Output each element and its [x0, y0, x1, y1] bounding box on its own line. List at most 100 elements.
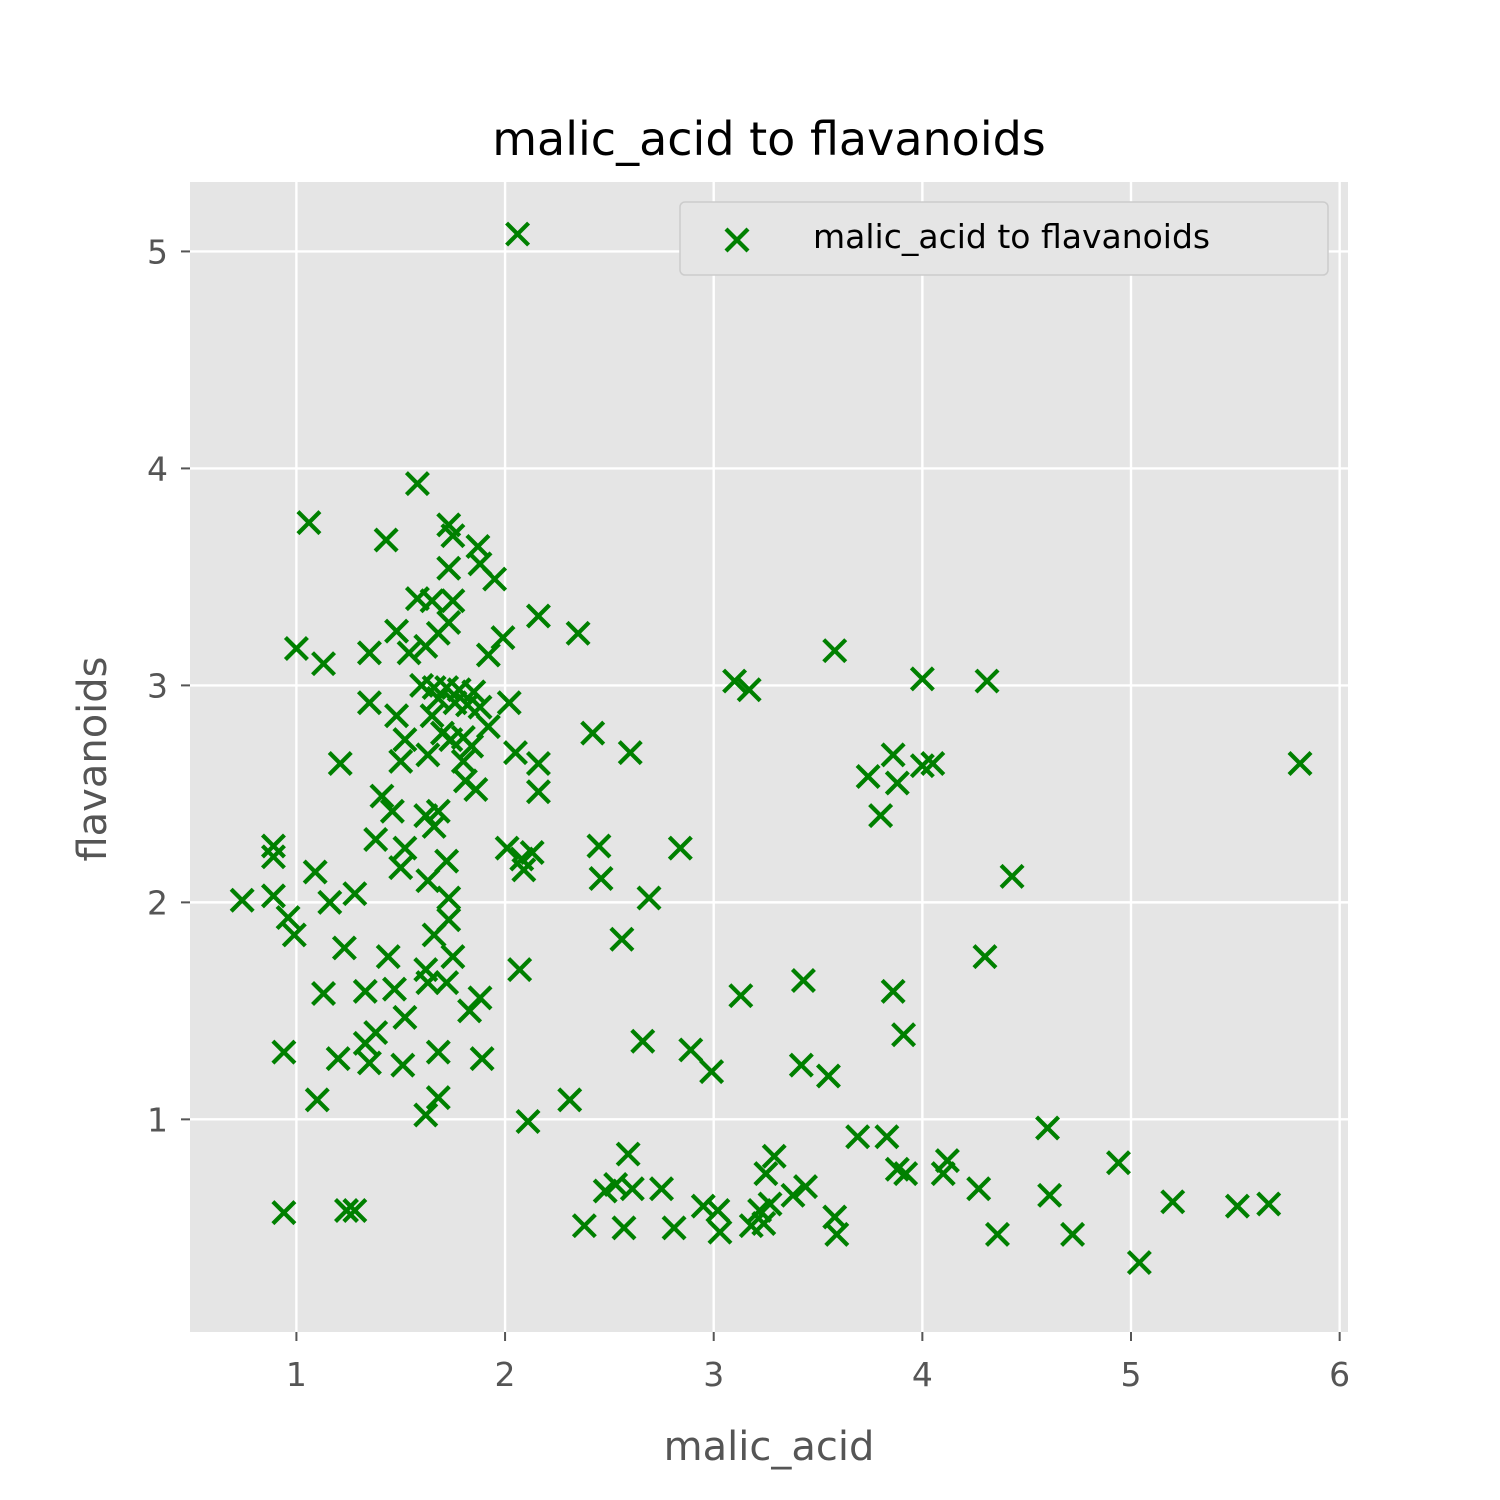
- scatter-point: [984, 1221, 1010, 1247]
- scatter-point: [630, 1028, 656, 1054]
- scatter-point: [690, 1193, 716, 1219]
- scatter-point: [974, 668, 1000, 694]
- scatter-points: [229, 221, 1313, 1276]
- y-tick-label: 1: [147, 1100, 168, 1139]
- scatter-point: [822, 638, 848, 664]
- scatter-point: [736, 677, 762, 703]
- scatter-point: [260, 844, 286, 870]
- scatter-point: [229, 887, 255, 913]
- chart-title: malic_acid to flavanoids: [492, 112, 1046, 166]
- scatter-point: [525, 603, 551, 629]
- scatter-point: [751, 1211, 777, 1236]
- scatter-point: [728, 983, 754, 1009]
- scatter-point: [404, 471, 430, 497]
- scatter-point: [678, 1037, 704, 1063]
- scatter-point: [388, 855, 414, 881]
- scatter-point: [352, 1030, 378, 1056]
- scatter-point: [893, 1161, 919, 1187]
- scatter-point: [311, 651, 337, 677]
- scatter-point: [1037, 1182, 1063, 1208]
- scatter-point: [392, 835, 418, 861]
- scatter-point: [494, 835, 520, 861]
- scatter-point: [425, 1039, 451, 1065]
- scatter-point: [342, 881, 368, 907]
- scatter-point: [757, 1191, 783, 1217]
- scatter-point: [793, 1174, 818, 1200]
- scatter-point: [384, 618, 410, 644]
- x-tick-label: 6: [1329, 1355, 1350, 1394]
- scatter-point: [496, 690, 522, 716]
- scatter-point: [434, 970, 460, 996]
- scatter-point: [352, 978, 378, 1004]
- scatter-point: [356, 640, 382, 666]
- scatter-point: [467, 694, 493, 720]
- scatter-point: [790, 968, 816, 993]
- scatter-point: [311, 981, 337, 1006]
- scatter-point: [461, 679, 487, 705]
- scatter-point: [275, 905, 301, 931]
- scatter-point: [415, 970, 441, 996]
- scatter-point: [436, 555, 462, 581]
- scatter-point: [565, 620, 591, 646]
- scatter-point: [661, 1215, 687, 1241]
- y-tick-label: 2: [147, 883, 168, 922]
- scatter-point: [1035, 1115, 1061, 1141]
- scatter-point: [283, 636, 309, 661]
- scatter-point: [845, 1124, 871, 1150]
- scatter-point: [615, 1141, 641, 1167]
- scatter-point: [436, 885, 462, 911]
- scatter-point: [611, 1215, 637, 1241]
- y-axis-label: flavanoids: [70, 656, 116, 861]
- scatter-point: [356, 690, 382, 716]
- scatter-point: [415, 868, 441, 894]
- scatter-point: [667, 835, 693, 861]
- scatter-point: [375, 944, 401, 970]
- scatter-point: [515, 1109, 541, 1135]
- scatter-point: [327, 751, 353, 776]
- scatter-point: [369, 783, 395, 809]
- scatter-point: [271, 1200, 297, 1226]
- scatter-point: [571, 1213, 597, 1239]
- scatter-point: [1060, 1221, 1086, 1247]
- x-tick-label: 2: [495, 1355, 516, 1394]
- scatter-point: [438, 727, 464, 753]
- scatter-point: [363, 826, 389, 852]
- scatter-point: [920, 751, 946, 776]
- scatter-point: [519, 839, 545, 865]
- scatter-point: [617, 740, 643, 766]
- scatter-point: [649, 1176, 675, 1202]
- scatter-point: [381, 976, 407, 1002]
- scatter-point: [525, 751, 551, 776]
- x-axis-label: malic_acid: [664, 1424, 875, 1470]
- scatter-point: [619, 1176, 645, 1202]
- scatter-point: [457, 998, 483, 1024]
- scatter-point: [421, 813, 447, 839]
- scatter-point: [271, 1039, 297, 1065]
- scatter-point: [588, 866, 614, 891]
- scatter-point: [459, 733, 485, 759]
- scatter-point: [260, 883, 286, 909]
- scatter-point: [463, 777, 489, 803]
- legend: malic_acid to flavanoids: [679, 201, 1329, 276]
- scatter-point: [586, 833, 612, 859]
- scatter-point: [966, 1176, 992, 1202]
- scatter-point: [884, 770, 910, 796]
- scatter-point: [507, 957, 533, 983]
- scatter-point: [396, 640, 422, 666]
- y-tick-label: 3: [147, 666, 168, 705]
- scatter-point: [415, 742, 441, 768]
- scatter-point: [868, 803, 894, 829]
- y-tick-label: 5: [147, 232, 168, 271]
- scatter-point: [434, 848, 460, 874]
- scatter-point: [342, 1198, 368, 1223]
- axis-ticks: 1 2 3 4 5 6 1 2 3 4 5: [147, 232, 1350, 1394]
- scatter-point: [874, 1124, 900, 1150]
- scatter-point: [609, 926, 635, 952]
- scatter-point: [1287, 751, 1313, 776]
- scatter-point: [1106, 1150, 1131, 1176]
- scatter-point: [392, 727, 418, 753]
- scatter-point: [482, 566, 508, 592]
- scatter-point: [419, 703, 445, 729]
- scatter-point: [440, 523, 466, 549]
